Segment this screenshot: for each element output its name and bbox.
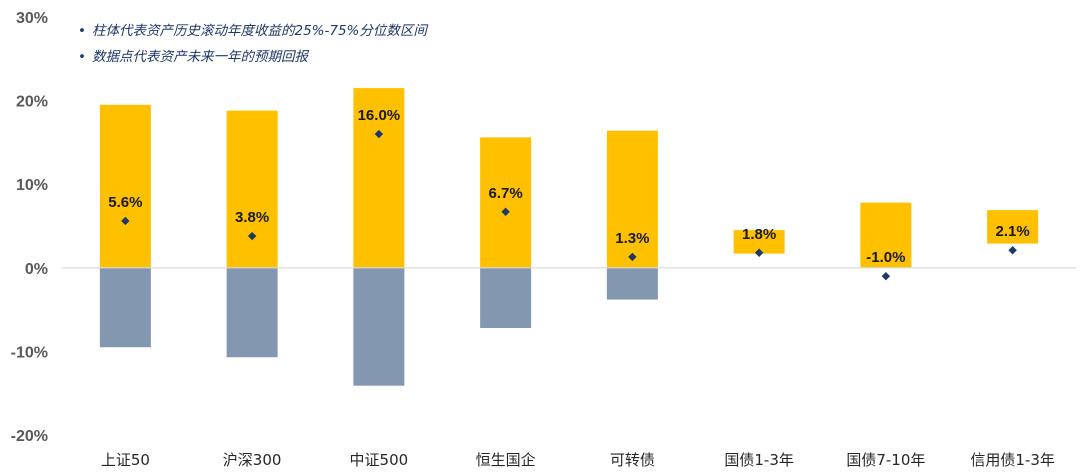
legend-bullet: • bbox=[78, 49, 86, 65]
y-tick-label: -20% bbox=[11, 428, 48, 445]
bar-upper-3 bbox=[480, 137, 532, 268]
bar-upper-0 bbox=[99, 104, 151, 268]
data-label: 16.0% bbox=[358, 107, 401, 124]
x-category-label: 国债7-10年 bbox=[846, 451, 925, 469]
data-label: -1.0% bbox=[866, 249, 905, 266]
data-label: 6.7% bbox=[489, 185, 523, 202]
expected-return-marker bbox=[501, 207, 510, 216]
data-label: 1.3% bbox=[615, 230, 649, 247]
x-category-label: 国债1-3年 bbox=[724, 451, 794, 469]
bar-upper-1 bbox=[226, 110, 278, 268]
legend-text-expected: 数据点代表资产未来一年的预期回报 bbox=[92, 49, 308, 65]
y-tick-label: -10% bbox=[11, 344, 48, 361]
x-category-label: 可转债 bbox=[610, 451, 655, 469]
x-category-label: 信用债1-3年 bbox=[970, 451, 1055, 469]
x-category-label: 沪深300 bbox=[223, 451, 282, 469]
legend-item-range: • 柱体代表资产历史滚动年度收益的25%-75%分位数区间 bbox=[78, 18, 427, 44]
bar-upper-7 bbox=[987, 210, 1039, 244]
expected-return-marker bbox=[754, 248, 764, 257]
y-tick-label: 0% bbox=[25, 261, 48, 278]
data-label: 3.8% bbox=[235, 209, 269, 226]
bar-upper-4 bbox=[606, 130, 658, 268]
y-tick-label: 30% bbox=[16, 10, 48, 27]
legend-bullet: • bbox=[78, 23, 86, 39]
data-label: 1.8% bbox=[742, 226, 776, 243]
y-tick-label: 20% bbox=[16, 94, 48, 111]
expected-return-marker bbox=[881, 271, 891, 281]
x-category-label: 恒生国企 bbox=[476, 451, 536, 469]
bar-upper-5 bbox=[733, 230, 785, 254]
bar-upper-2 bbox=[353, 88, 405, 268]
expected-return-marker bbox=[374, 129, 384, 139]
bar-lower-3 bbox=[480, 267, 532, 328]
y-tick-label: 10% bbox=[16, 177, 48, 194]
bar-lower-2 bbox=[353, 267, 405, 386]
data-label: 5.6% bbox=[108, 194, 142, 211]
legend: • 柱体代表资产历史滚动年度收益的25%-75%分位数区间 • 数据点代表资产未… bbox=[78, 18, 427, 70]
x-category-label: 上证50 bbox=[101, 451, 150, 469]
legend-text-range: 柱体代表资产历史滚动年度收益的25%-75%分位数区间 bbox=[92, 23, 427, 39]
legend-item-expected: • 数据点代表资产未来一年的预期回报 bbox=[78, 44, 427, 70]
expected-return-marker bbox=[1008, 246, 1017, 255]
expected-return-marker bbox=[121, 216, 130, 226]
bar-lower-4 bbox=[606, 267, 658, 300]
data-label: 2.1% bbox=[996, 223, 1030, 240]
expected-return-marker bbox=[628, 252, 637, 262]
bar-upper-6 bbox=[860, 202, 912, 268]
bar-lower-1 bbox=[226, 267, 278, 358]
x-category-label: 中证500 bbox=[350, 451, 409, 469]
bar-lower-0 bbox=[99, 267, 151, 348]
expected-return-marker bbox=[247, 231, 257, 241]
